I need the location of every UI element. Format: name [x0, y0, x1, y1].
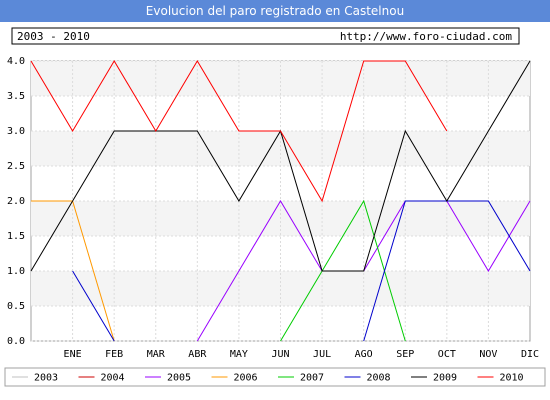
legend-label-2004: 2004 [101, 373, 125, 384]
y-tick-label: 3.0 [7, 126, 25, 137]
y-tick-label: 2.5 [7, 161, 25, 172]
x-tick-label: FEB [105, 349, 123, 360]
x-tick-label: DIC [521, 349, 539, 360]
chart-title: Evolucion del paro registrado en Casteln… [146, 4, 404, 18]
x-tick-label: SEP [396, 349, 414, 360]
x-tick-label: MAR [147, 349, 166, 360]
y-tick-label: 4.0 [7, 56, 25, 67]
x-tick-label: OCT [438, 349, 456, 360]
series-line-2010 [30, 60, 448, 203]
plot-band [31, 131, 530, 166]
x-tick-label: NOV [479, 349, 497, 360]
title-bar [0, 0, 550, 22]
legend-box [4, 367, 546, 387]
y-tick-label: 3.5 [7, 91, 25, 102]
series-line-2008 [72, 270, 115, 342]
x-tick-label: ENE [64, 349, 82, 360]
y-tick-label: 2.0 [7, 196, 25, 207]
x-axis-ticks: ENE FEB MAR ABR MAY JUN JUL AGO SEP OCT NOV DIC [64, 349, 539, 360]
legend-label-2008: 2008 [367, 373, 391, 384]
x-tick-label: AGO [355, 349, 373, 360]
y-tick-label: 1.5 [7, 231, 25, 242]
plot-band [31, 271, 530, 306]
x-tick-label: MAY [230, 349, 248, 360]
legend-label-2003: 2003 [34, 373, 58, 384]
legend-label-2005: 2005 [167, 373, 191, 384]
legend-label-2010: 2010 [500, 373, 524, 384]
x-tick-label: ABR [188, 349, 207, 360]
y-tick-label: 1.0 [7, 266, 25, 277]
info-box [11, 27, 520, 45]
series-lines [30, 60, 531, 342]
legend-label-2007: 2007 [300, 373, 324, 384]
legend: 2003 2004 2005 2006 2007 2008 2009 2010 [12, 373, 524, 384]
legend-label-2006: 2006 [234, 373, 258, 384]
period-label: 2003 - 2010 [17, 30, 90, 43]
y-tick-label: 0.0 [7, 336, 25, 347]
y-axis-ticks: 0.0 0.5 1.0 1.5 2.0 2.5 3.0 3.5 4.0 [7, 56, 25, 347]
x-tick-label: JUN [271, 349, 289, 360]
source-url: http://www.foro-ciudad.com [340, 30, 513, 43]
legend-label-2009: 2009 [433, 373, 457, 384]
x-tick-label: JUL [313, 349, 331, 360]
y-tick-label: 0.5 [7, 301, 25, 312]
